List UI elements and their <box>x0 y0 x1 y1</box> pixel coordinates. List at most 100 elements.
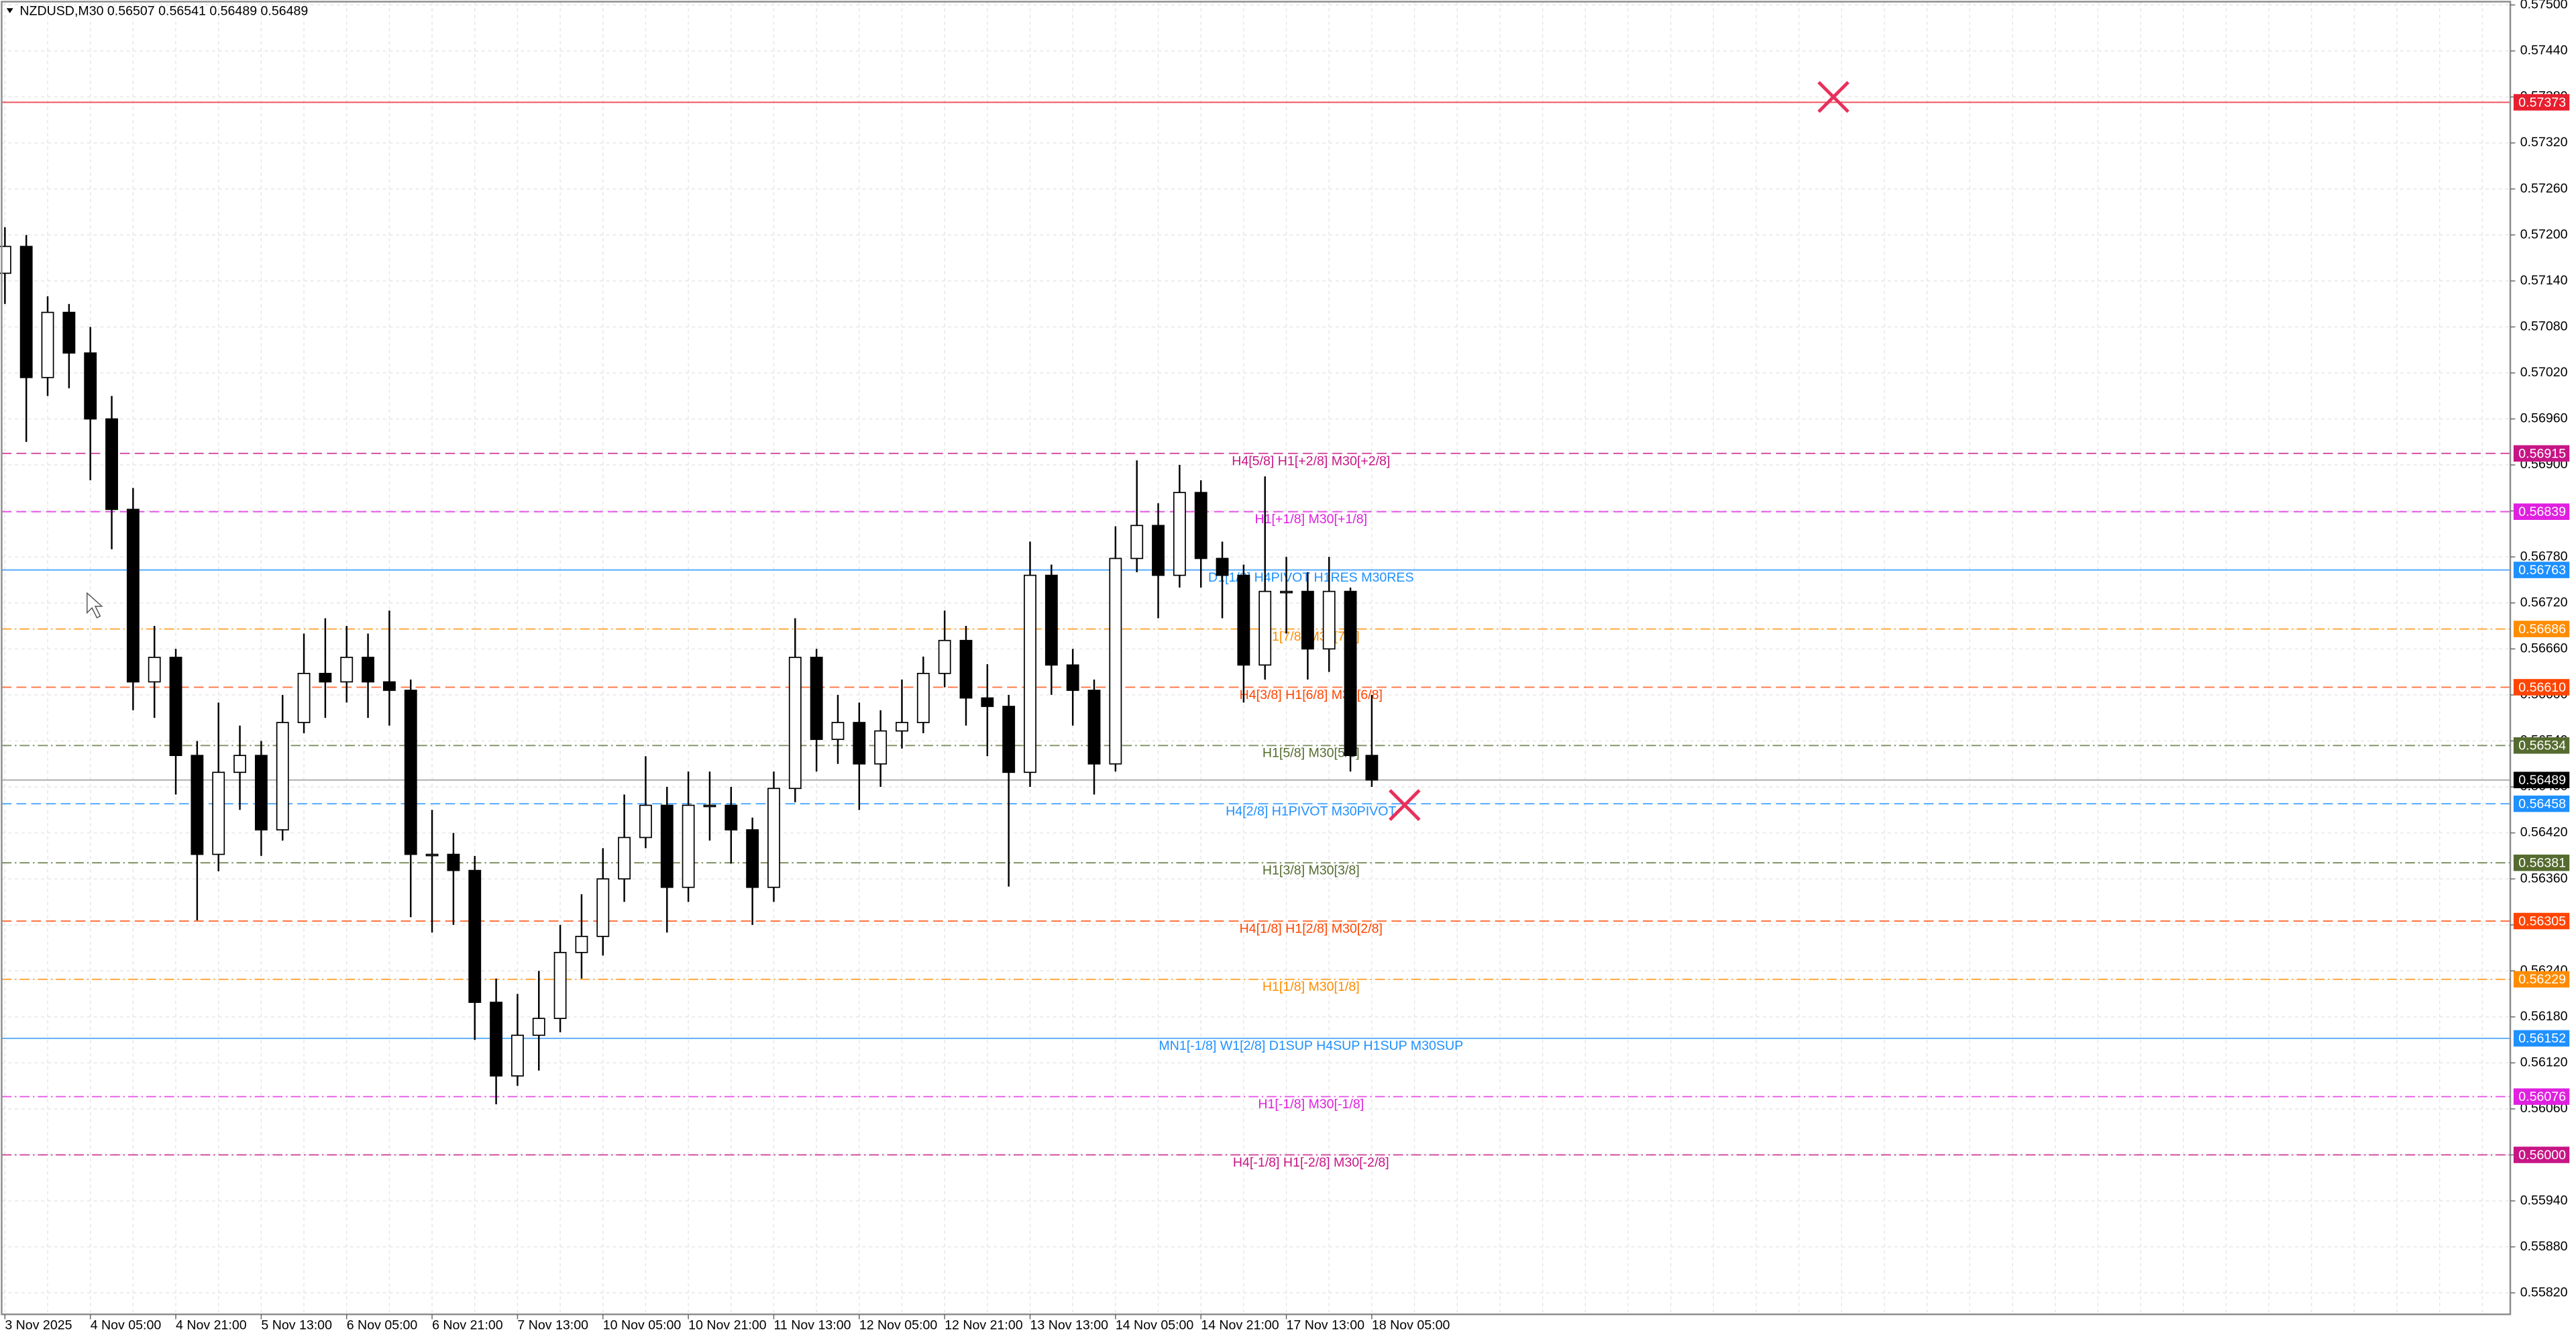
candle-body <box>553 951 567 1019</box>
candle-body <box>1002 706 1016 773</box>
x-tick-label: 12 Nov 21:00 <box>945 1318 1023 1333</box>
candle-body <box>254 755 268 831</box>
level-price-label: 0.56152 <box>2518 1031 2566 1046</box>
x-tick-label: 5 Nov 13:00 <box>261 1318 332 1333</box>
candle-body <box>297 673 311 723</box>
candle-body <box>660 804 674 888</box>
level-price-label: 0.56305 <box>2518 914 2566 928</box>
candle-body <box>1365 755 1379 781</box>
candle-body <box>596 878 610 937</box>
level-price-label: 0.56381 <box>2518 856 2566 871</box>
level-price-label: 0.57373 <box>2518 95 2566 110</box>
level-price-box <box>2513 737 2570 754</box>
x-tick-label: 13 Nov 13:00 <box>1030 1318 1109 1333</box>
y-tick-label: 0.57320 <box>2520 135 2568 150</box>
candle-body <box>191 755 204 855</box>
level-price-box <box>2513 1088 2570 1105</box>
candle-body <box>276 722 289 831</box>
candle-body <box>703 804 716 808</box>
x-tick-label: 11 Nov 13:00 <box>773 1318 851 1333</box>
candle-body <box>532 1018 545 1036</box>
level-price-box <box>2513 971 2570 988</box>
candle-body <box>19 246 33 378</box>
candle-body <box>490 1002 503 1077</box>
candle-body <box>468 869 482 1003</box>
candle-body <box>1066 664 1079 691</box>
x-tick-label: 3 Nov 2025 <box>5 1318 72 1333</box>
candle-body <box>788 657 802 790</box>
current-price-label: 0.56489 <box>2518 773 2566 788</box>
level-price-box <box>2513 854 2570 871</box>
level-price-box <box>2513 561 2570 578</box>
candle-body <box>896 722 908 732</box>
level-price-label: 0.56839 <box>2518 504 2566 519</box>
symbol-menu-arrow[interactable] <box>6 8 13 13</box>
level-price-box <box>2513 621 2570 637</box>
candle-body <box>1216 557 1229 576</box>
candle-body <box>682 804 695 888</box>
candle-body <box>169 657 182 757</box>
candle-body <box>511 1034 524 1077</box>
candle-body <box>1301 590 1314 650</box>
candles-layer <box>0 227 1379 1105</box>
y-tick-label: 0.55880 <box>2520 1239 2568 1254</box>
y-tick-label: 0.56420 <box>2520 825 2568 840</box>
y-tick-label: 0.57440 <box>2520 43 2568 58</box>
candle-body <box>1152 525 1165 576</box>
level-label: MN1[-1/8] W1[2/8] D1SUP H4SUP H1SUP M30S… <box>1159 1038 1463 1053</box>
level-price-box <box>2513 912 2570 930</box>
candle-body <box>382 681 396 691</box>
level-label: H4[5/8] H1[+2/8] M30[+2/8] <box>1232 453 1390 468</box>
candle-body <box>810 657 823 741</box>
candle-body <box>1194 492 1208 559</box>
x-tick-label: 18 Nov 05:00 <box>1372 1318 1450 1333</box>
y-tick-label: 0.56720 <box>2520 595 2568 610</box>
level-price-box <box>2513 1146 2570 1163</box>
candle-body <box>1087 690 1101 765</box>
mouse-cursor <box>87 592 103 619</box>
candle-body <box>1237 574 1250 666</box>
level-label: H4[1/8] H1[2/8] M30[2/8] <box>1240 921 1383 936</box>
candle-body <box>362 657 374 683</box>
candle-body <box>340 657 354 683</box>
level-label: H4[-1/8] H1[-2/8] M30[-2/8] <box>1233 1155 1389 1170</box>
x-tick-label: 6 Nov 21:00 <box>432 1318 503 1333</box>
candle-body <box>148 657 161 683</box>
candle-body <box>404 690 417 855</box>
x-tick-label: 17 Nov 13:00 <box>1287 1318 1365 1333</box>
level-label: H4[2/8] H1PIVOT M30PIVOT <box>1226 804 1396 819</box>
candle-body <box>959 639 973 699</box>
candle-body <box>41 311 54 378</box>
candle-body <box>746 829 759 888</box>
y-tick-label: 0.56960 <box>2520 411 2568 426</box>
candle-body <box>233 755 246 773</box>
candle-body <box>1322 590 1336 650</box>
candle-body <box>1173 492 1186 576</box>
level-price-label: 0.56534 <box>2518 739 2566 753</box>
candle-body <box>447 853 460 871</box>
axis-layer: 0.575000.574400.573800.573200.572600.572… <box>4 0 2570 1333</box>
x-tick-label: 10 Nov 21:00 <box>688 1318 767 1333</box>
chart-title: NZDUSD,M30 0.56507 0.56541 0.56489 0.564… <box>19 3 308 18</box>
grid-layer <box>1 1 2511 1315</box>
candle-body <box>84 352 97 420</box>
candle-body <box>853 722 866 765</box>
y-tick-label: 0.57260 <box>2520 181 2568 196</box>
level-label: H1[+1/8] M30[+1/8] <box>1254 512 1367 527</box>
y-tick-label: 0.56780 <box>2520 549 2568 564</box>
level-price-label: 0.56915 <box>2518 446 2566 461</box>
y-tick-label: 0.55820 <box>2520 1285 2568 1299</box>
y-tick-label: 0.57500 <box>2520 0 2568 12</box>
candle-body <box>1044 574 1058 666</box>
candle-body <box>1109 557 1122 765</box>
levels-layer: H4[5/8] H1[+2/8] M30[+2/8] H1[+1/8] M30[+… <box>1 101 2511 1170</box>
level-price-label: 0.56610 <box>2518 680 2566 695</box>
y-tick-label: 0.57200 <box>2520 227 2568 242</box>
level-label: D1[1/8] H4PIVOT H1RES M30RES <box>1208 570 1413 585</box>
y-tick-label: 0.57080 <box>2520 319 2568 334</box>
level-label: H1[-1/8] M30[-1/8] <box>1258 1097 1364 1112</box>
level-price-box <box>2513 445 2570 462</box>
level-price-label: 0.56229 <box>2518 972 2566 987</box>
